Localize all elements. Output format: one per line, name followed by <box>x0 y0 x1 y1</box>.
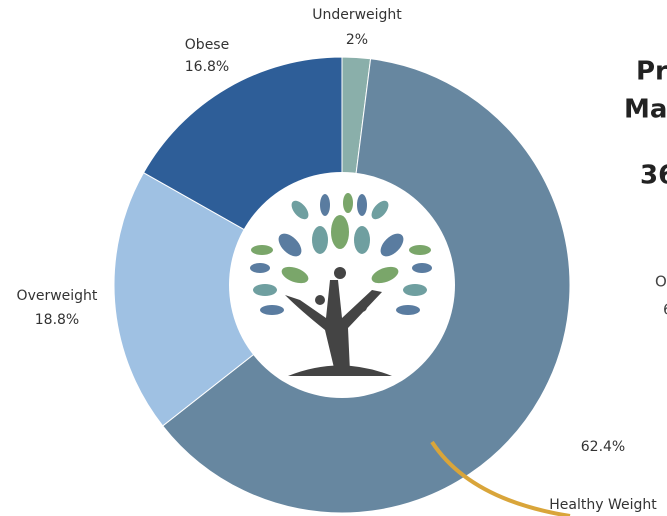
category-label: Underweight <box>312 7 402 23</box>
category-label: Overweight <box>17 288 98 304</box>
side-fragment: O <box>655 273 667 291</box>
center-circle <box>229 172 455 398</box>
labels: Underweight 2% Healthy Weight 62.4% Overweig… <box>17 7 658 513</box>
category-label: Obese <box>185 37 229 53</box>
side-text: Pr Ma 36 O 6 <box>624 57 667 319</box>
tree-logo <box>250 193 432 376</box>
slice <box>113 171 343 427</box>
value-label: 62.4% <box>581 439 625 455</box>
side-fragment: 36 <box>640 161 667 191</box>
side-fragment: 6 <box>663 301 667 319</box>
side-fragment: Ma <box>624 95 667 125</box>
category-label: Healthy Weight <box>549 497 657 513</box>
value-label: 2% <box>346 32 368 48</box>
value-label: 16.8% <box>185 59 229 75</box>
side-fragment: Pr <box>636 57 667 87</box>
value-label: 18.8% <box>35 312 79 328</box>
pointer-curve <box>430 440 571 516</box>
